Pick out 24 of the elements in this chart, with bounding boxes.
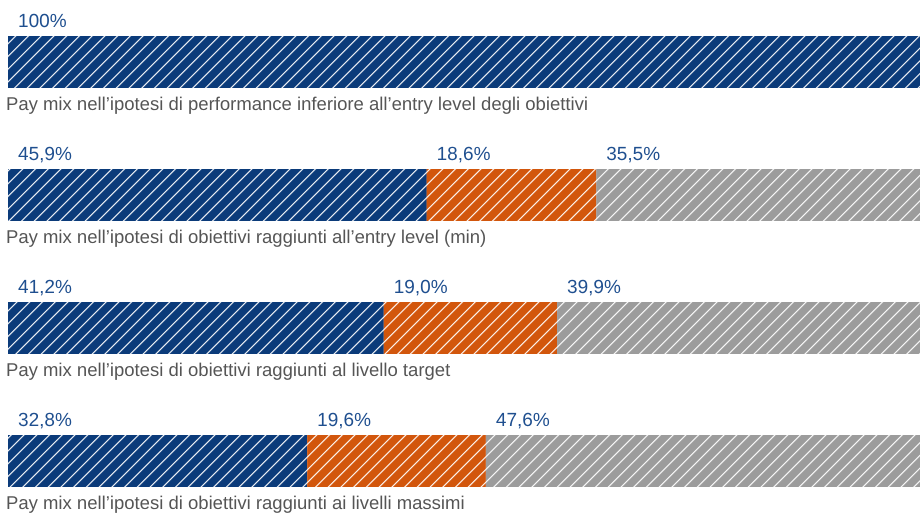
y-tick-label: Pay mix nell’ipotesi di performance inferiore all’entry level degli obiettivi: [6, 93, 588, 114]
bar: [557, 302, 920, 354]
bar: [8, 169, 427, 221]
bar: [596, 169, 920, 221]
data-label: 35,5%: [606, 144, 660, 165]
data-label: 47,6%: [496, 410, 550, 431]
bar: [426, 169, 596, 221]
bar: [486, 435, 920, 487]
data-label: 39,9%: [567, 277, 622, 298]
data-label: 32,8%: [18, 410, 72, 431]
y-tick-label: Pay mix nell’ipotesi di obiettivi raggiunti al livello target: [6, 359, 450, 380]
data-label: 19,6%: [317, 410, 372, 431]
bar: [384, 302, 558, 354]
bar: [8, 36, 920, 88]
data-label: 41,2%: [18, 277, 72, 298]
bar: [307, 435, 486, 487]
bar: [8, 302, 384, 354]
data-label: 19,0%: [394, 277, 448, 298]
data-label: 45,9%: [18, 144, 72, 165]
y-tick-label: Pay mix nell’ipotesi di obiettivi raggiunti ai livelli massimi: [6, 492, 465, 513]
data-label: 100%: [18, 11, 67, 32]
data-label: 18,6%: [436, 144, 491, 165]
bar: [8, 435, 308, 487]
y-tick-label: Pay mix nell’ipotesi di obiettivi raggiunti all’entry level (min): [6, 226, 486, 247]
